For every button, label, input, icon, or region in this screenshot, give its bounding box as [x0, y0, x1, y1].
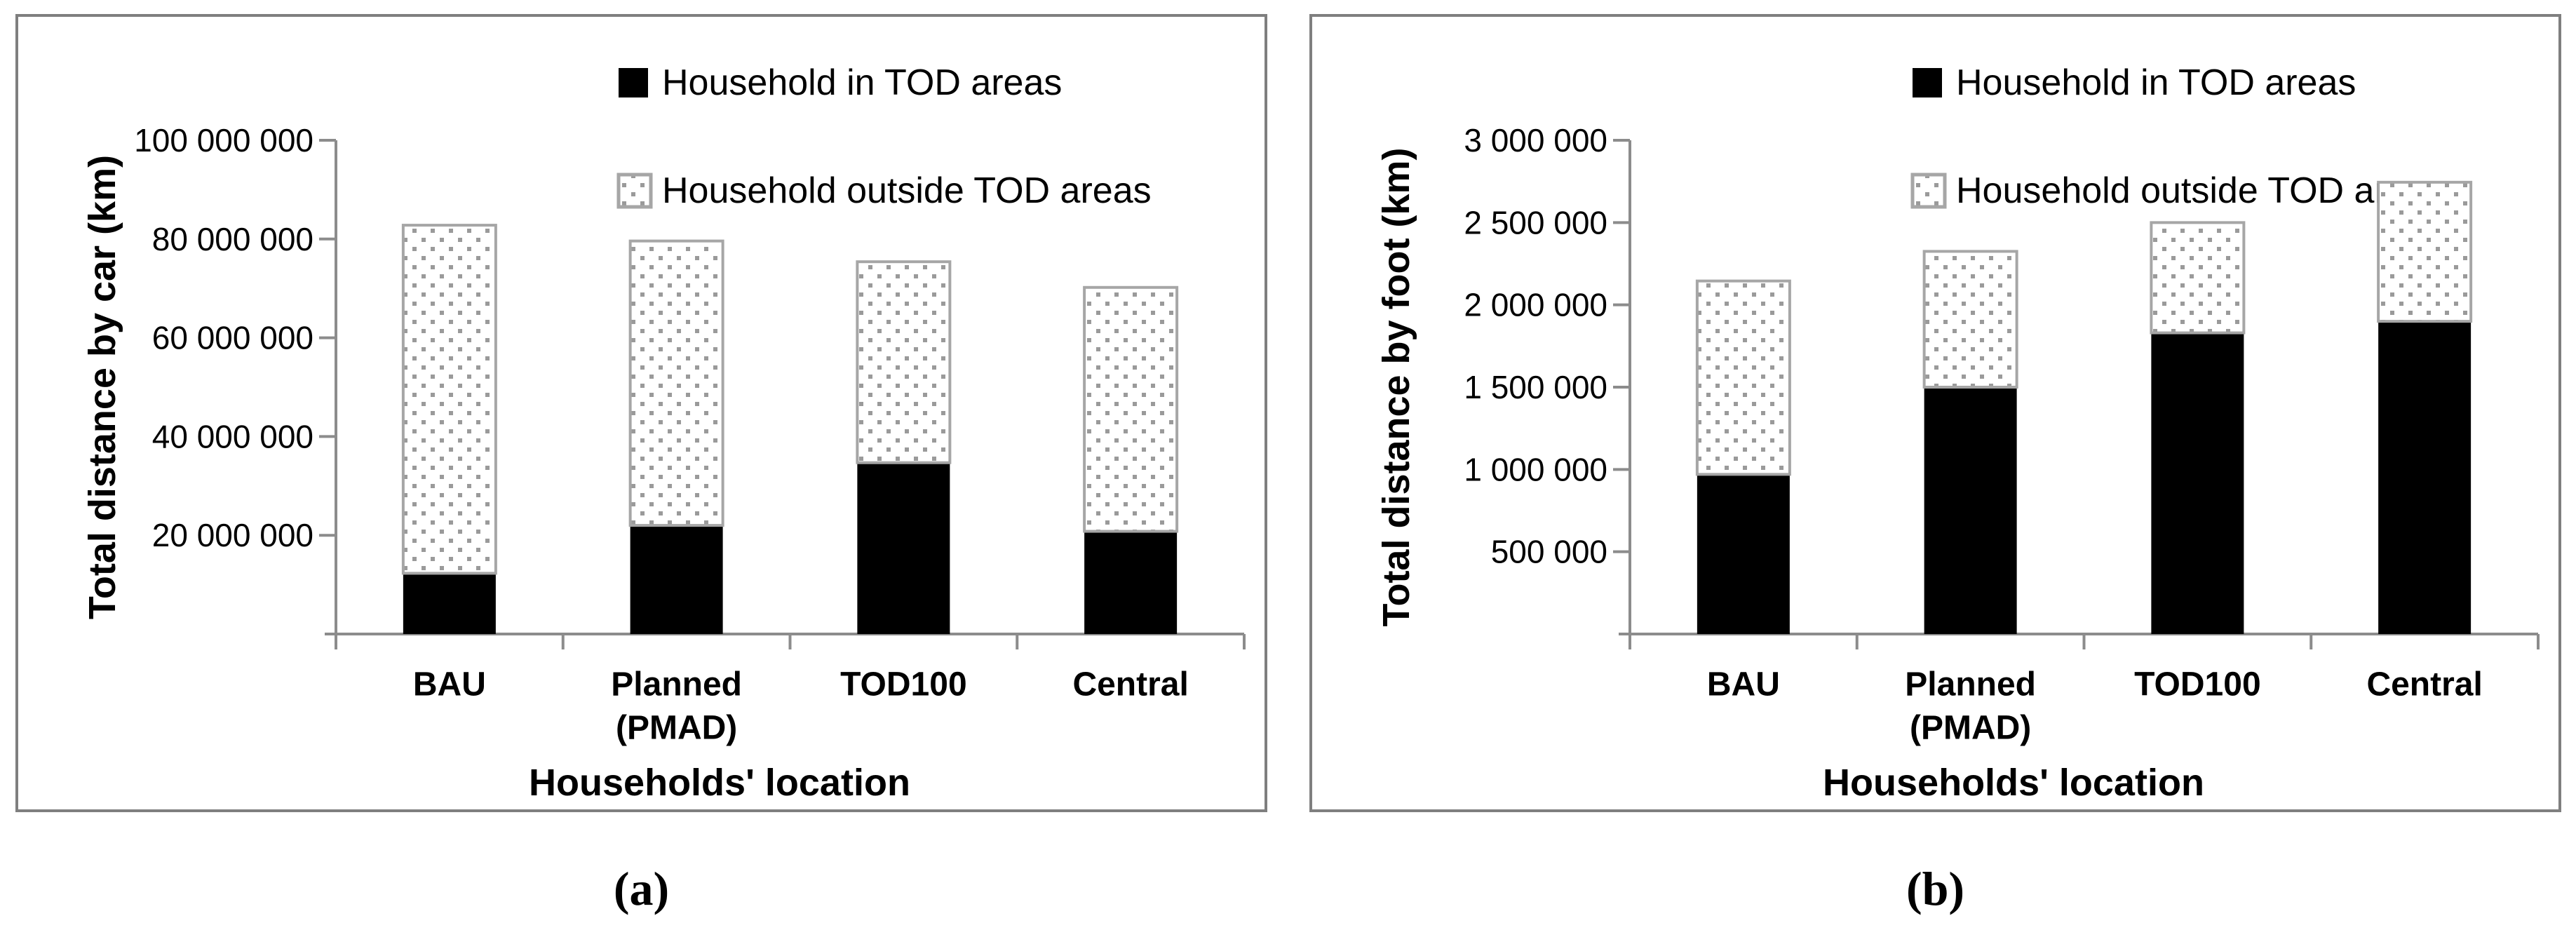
category-label: TOD100	[840, 666, 967, 703]
legend-swatch-dotted-icon	[1910, 173, 1947, 209]
bar-segment-in-tod	[857, 462, 950, 634]
bar-segment-in-tod	[630, 525, 723, 634]
bar-segment-in-tod	[1697, 474, 1790, 634]
y-tick-label: 100 000 000	[134, 122, 313, 159]
y-tick-label: 1 000 000	[1464, 451, 1607, 487]
category-label: BAU	[1707, 666, 1780, 703]
y-axis-title: Total distance by car (km)	[81, 155, 123, 619]
bar-segment-in-tod	[403, 573, 496, 634]
y-tick-label: 2 000 000	[1464, 287, 1607, 323]
legend-swatch-solid-icon	[1913, 68, 1942, 97]
bar-segment-in-tod	[2378, 321, 2472, 634]
legend-label: Household outside TOD areas	[662, 170, 1152, 211]
legend-item: Household outside TOD areas	[616, 170, 1152, 211]
category-label: Central	[1072, 666, 1188, 703]
y-tick-label: 3 000 000	[1464, 122, 1607, 159]
legend-swatch-solid-icon	[619, 68, 648, 97]
x-axis-title: Households' location	[1823, 762, 2204, 804]
bar-segment-outside-tod	[2150, 221, 2246, 335]
legend-item: Household in TOD areas	[1913, 62, 2356, 103]
y-tick-label: 2 500 000	[1464, 204, 1607, 241]
chart-panel-b: Household in TOD areas Household outside …	[1309, 14, 2561, 812]
subfigure-caption-b: (b)	[1906, 862, 1965, 915]
category-label: (PMAD)	[1910, 710, 2031, 747]
bar-segment-in-tod	[2151, 332, 2244, 634]
bar-segment-outside-tod	[856, 260, 952, 464]
category-label: BAU	[413, 666, 486, 703]
legend-label: Household in TOD areas	[1956, 62, 2356, 103]
legend-label: Household in TOD areas	[662, 62, 1062, 103]
y-tick-label: 1 500 000	[1464, 369, 1607, 405]
category-label: Central	[2366, 666, 2482, 703]
legend-label: Household outside TOD areas	[1956, 170, 2446, 211]
chart-panel-a: Household in TOD areas Household outside …	[15, 14, 1267, 812]
category-label: Planned	[1905, 666, 2036, 703]
stacked-bar-chart-foot: Household in TOD areas Household outside …	[1375, 62, 2540, 804]
stacked-bar-chart-car: Household in TOD areas Household outside …	[81, 62, 1246, 804]
bar-segment-outside-tod	[2377, 180, 2473, 323]
subfigure-caption-a: (a)	[613, 862, 670, 915]
y-tick-label: 60 000 000	[152, 320, 313, 356]
y-tick-label: 500 000	[1491, 534, 1607, 570]
bar-segment-outside-tod	[1083, 285, 1179, 533]
category-label: Planned	[611, 666, 742, 703]
y-axis-title: Total distance by foot (km)	[1375, 147, 1417, 626]
y-tick-label: 40 000 000	[152, 418, 313, 454]
bar-segment-outside-tod	[401, 224, 497, 575]
legend-swatch-dotted-icon	[616, 173, 653, 209]
legend-item: Household in TOD areas	[619, 62, 1062, 103]
category-label: TOD100	[2134, 666, 2261, 703]
category-label: (PMAD)	[616, 710, 737, 747]
bar-segment-in-tod	[1924, 387, 2017, 634]
y-tick-label: 20 000 000	[152, 517, 313, 553]
y-tick-label: 80 000 000	[152, 221, 313, 257]
bar-segment-outside-tod	[1695, 279, 1791, 476]
bar-segment-outside-tod	[628, 239, 724, 527]
legend-item: Household outside TOD areas	[1910, 170, 2446, 211]
bar-segment-outside-tod	[1922, 250, 2018, 389]
x-axis-title: Households' location	[529, 762, 910, 804]
bar-segment-in-tod	[1084, 531, 1178, 634]
